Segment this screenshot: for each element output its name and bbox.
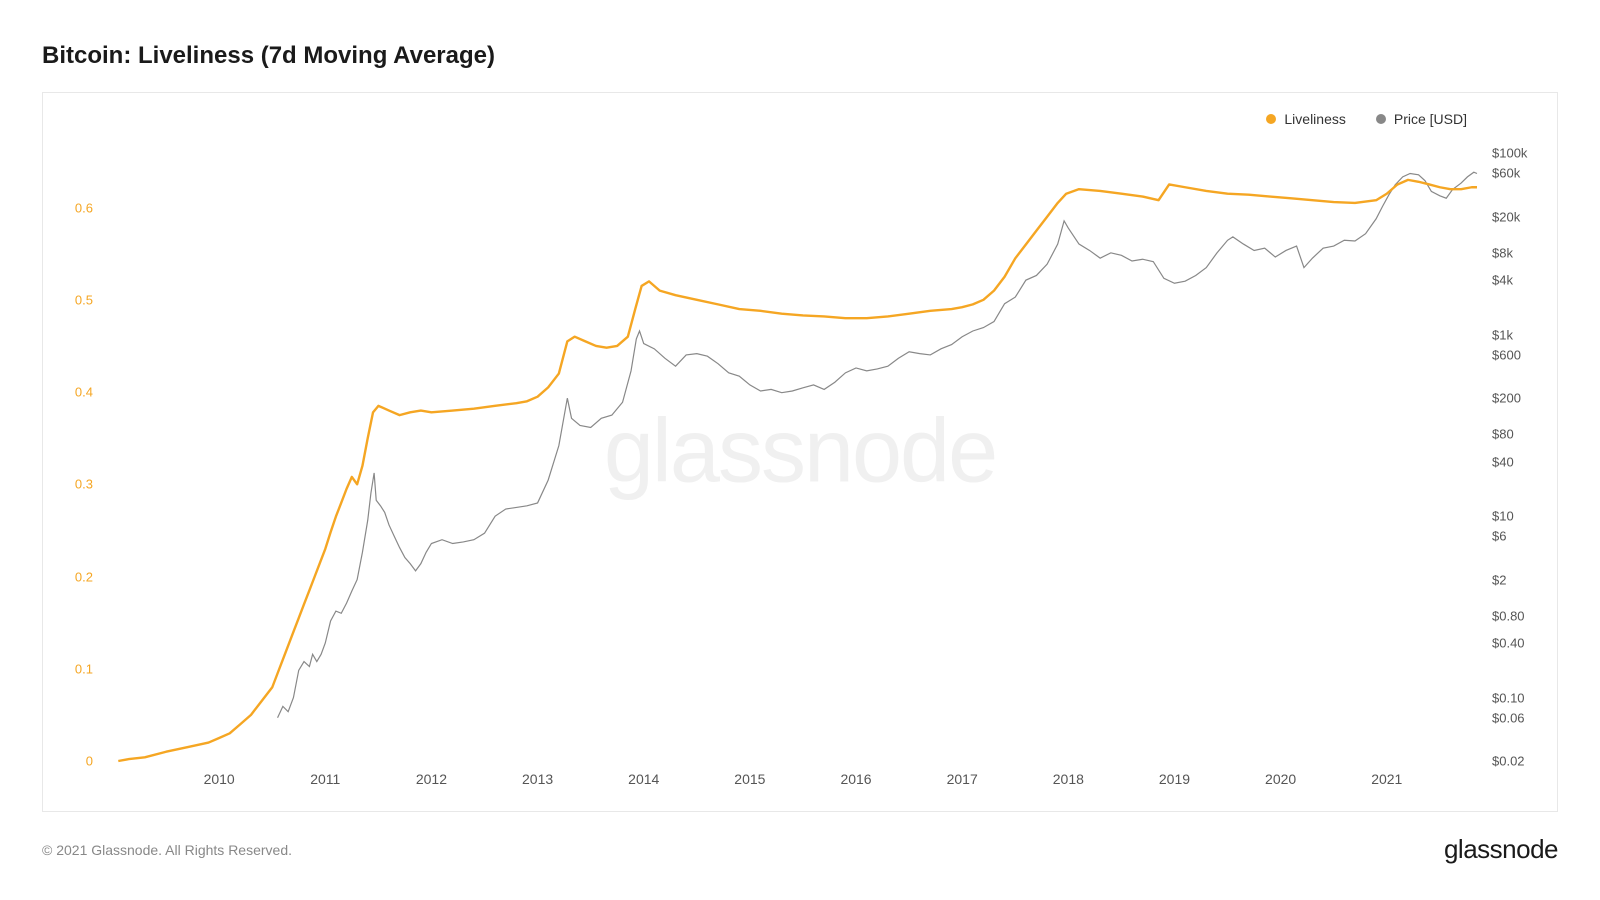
y-left-tick: 0.1 bbox=[75, 661, 93, 676]
y-right-tick: $1k bbox=[1492, 327, 1513, 342]
y-axis-left: 00.10.20.30.40.50.6 bbox=[43, 143, 103, 761]
price-line bbox=[278, 172, 1477, 718]
x-tick: 2015 bbox=[734, 771, 765, 787]
x-tick: 2012 bbox=[416, 771, 447, 787]
liveliness-line bbox=[118, 180, 1477, 761]
y-left-tick: 0.6 bbox=[75, 200, 93, 215]
y-right-tick: $6 bbox=[1492, 529, 1506, 544]
y-right-tick: $60k bbox=[1492, 166, 1520, 181]
legend: Liveliness Price [USD] bbox=[1266, 111, 1467, 127]
y-left-tick: 0 bbox=[86, 754, 93, 769]
x-tick: 2016 bbox=[840, 771, 871, 787]
plot-area bbox=[113, 143, 1477, 761]
x-tick: 2014 bbox=[628, 771, 659, 787]
y-right-tick: $40 bbox=[1492, 454, 1514, 469]
y-left-tick: 0.3 bbox=[75, 477, 93, 492]
y-axis-right: $0.02$0.06$0.10$0.40$0.80$2$6$10$40$80$2… bbox=[1482, 143, 1557, 761]
x-tick: 2011 bbox=[310, 771, 340, 787]
brand-logo-text: glassnode bbox=[1444, 834, 1558, 865]
y-right-tick: $10 bbox=[1492, 509, 1514, 524]
x-tick: 2017 bbox=[947, 771, 978, 787]
y-right-tick: $0.10 bbox=[1492, 690, 1525, 705]
legend-label-price: Price [USD] bbox=[1394, 111, 1467, 127]
y-right-tick: $0.40 bbox=[1492, 635, 1525, 650]
legend-dot-icon bbox=[1376, 114, 1386, 124]
y-left-tick: 0.2 bbox=[75, 569, 93, 584]
y-right-tick: $80 bbox=[1492, 427, 1514, 442]
x-tick: 2018 bbox=[1053, 771, 1084, 787]
y-right-tick: $2 bbox=[1492, 572, 1506, 587]
y-right-tick: $8k bbox=[1492, 245, 1513, 260]
y-right-tick: $4k bbox=[1492, 273, 1513, 288]
x-tick: 2020 bbox=[1265, 771, 1296, 787]
chart-container: Liveliness Price [USD] glassnode 00.10.2… bbox=[42, 92, 1558, 812]
y-right-tick: $0.02 bbox=[1492, 754, 1525, 769]
x-axis: 2010 2011 2012 2013 2014 2015 2016 2017 2018 2019… bbox=[113, 771, 1477, 791]
y-right-tick: $20k bbox=[1492, 209, 1520, 224]
y-right-tick: $100k bbox=[1492, 146, 1527, 161]
copyright-text: © 2021 Glassnode. All Rights Reserved. bbox=[42, 842, 292, 858]
x-tick: 2013 bbox=[522, 771, 553, 787]
chart-svg bbox=[113, 143, 1477, 761]
y-right-tick: $600 bbox=[1492, 347, 1521, 362]
y-right-tick: $200 bbox=[1492, 391, 1521, 406]
chart-title: Bitcoin: Liveliness (7d Moving Average) bbox=[42, 42, 1558, 70]
legend-item-liveliness: Liveliness bbox=[1266, 111, 1345, 127]
y-right-tick: $0.06 bbox=[1492, 710, 1525, 725]
legend-label-liveliness: Liveliness bbox=[1284, 111, 1345, 127]
y-left-tick: 0.5 bbox=[75, 292, 93, 307]
y-right-tick: $0.80 bbox=[1492, 608, 1525, 623]
x-tick: 2019 bbox=[1159, 771, 1190, 787]
x-tick: 2010 bbox=[204, 771, 235, 787]
legend-item-price: Price [USD] bbox=[1376, 111, 1467, 127]
legend-dot-icon bbox=[1266, 114, 1276, 124]
x-tick: 2021 bbox=[1371, 771, 1402, 787]
y-left-tick: 0.4 bbox=[75, 385, 93, 400]
